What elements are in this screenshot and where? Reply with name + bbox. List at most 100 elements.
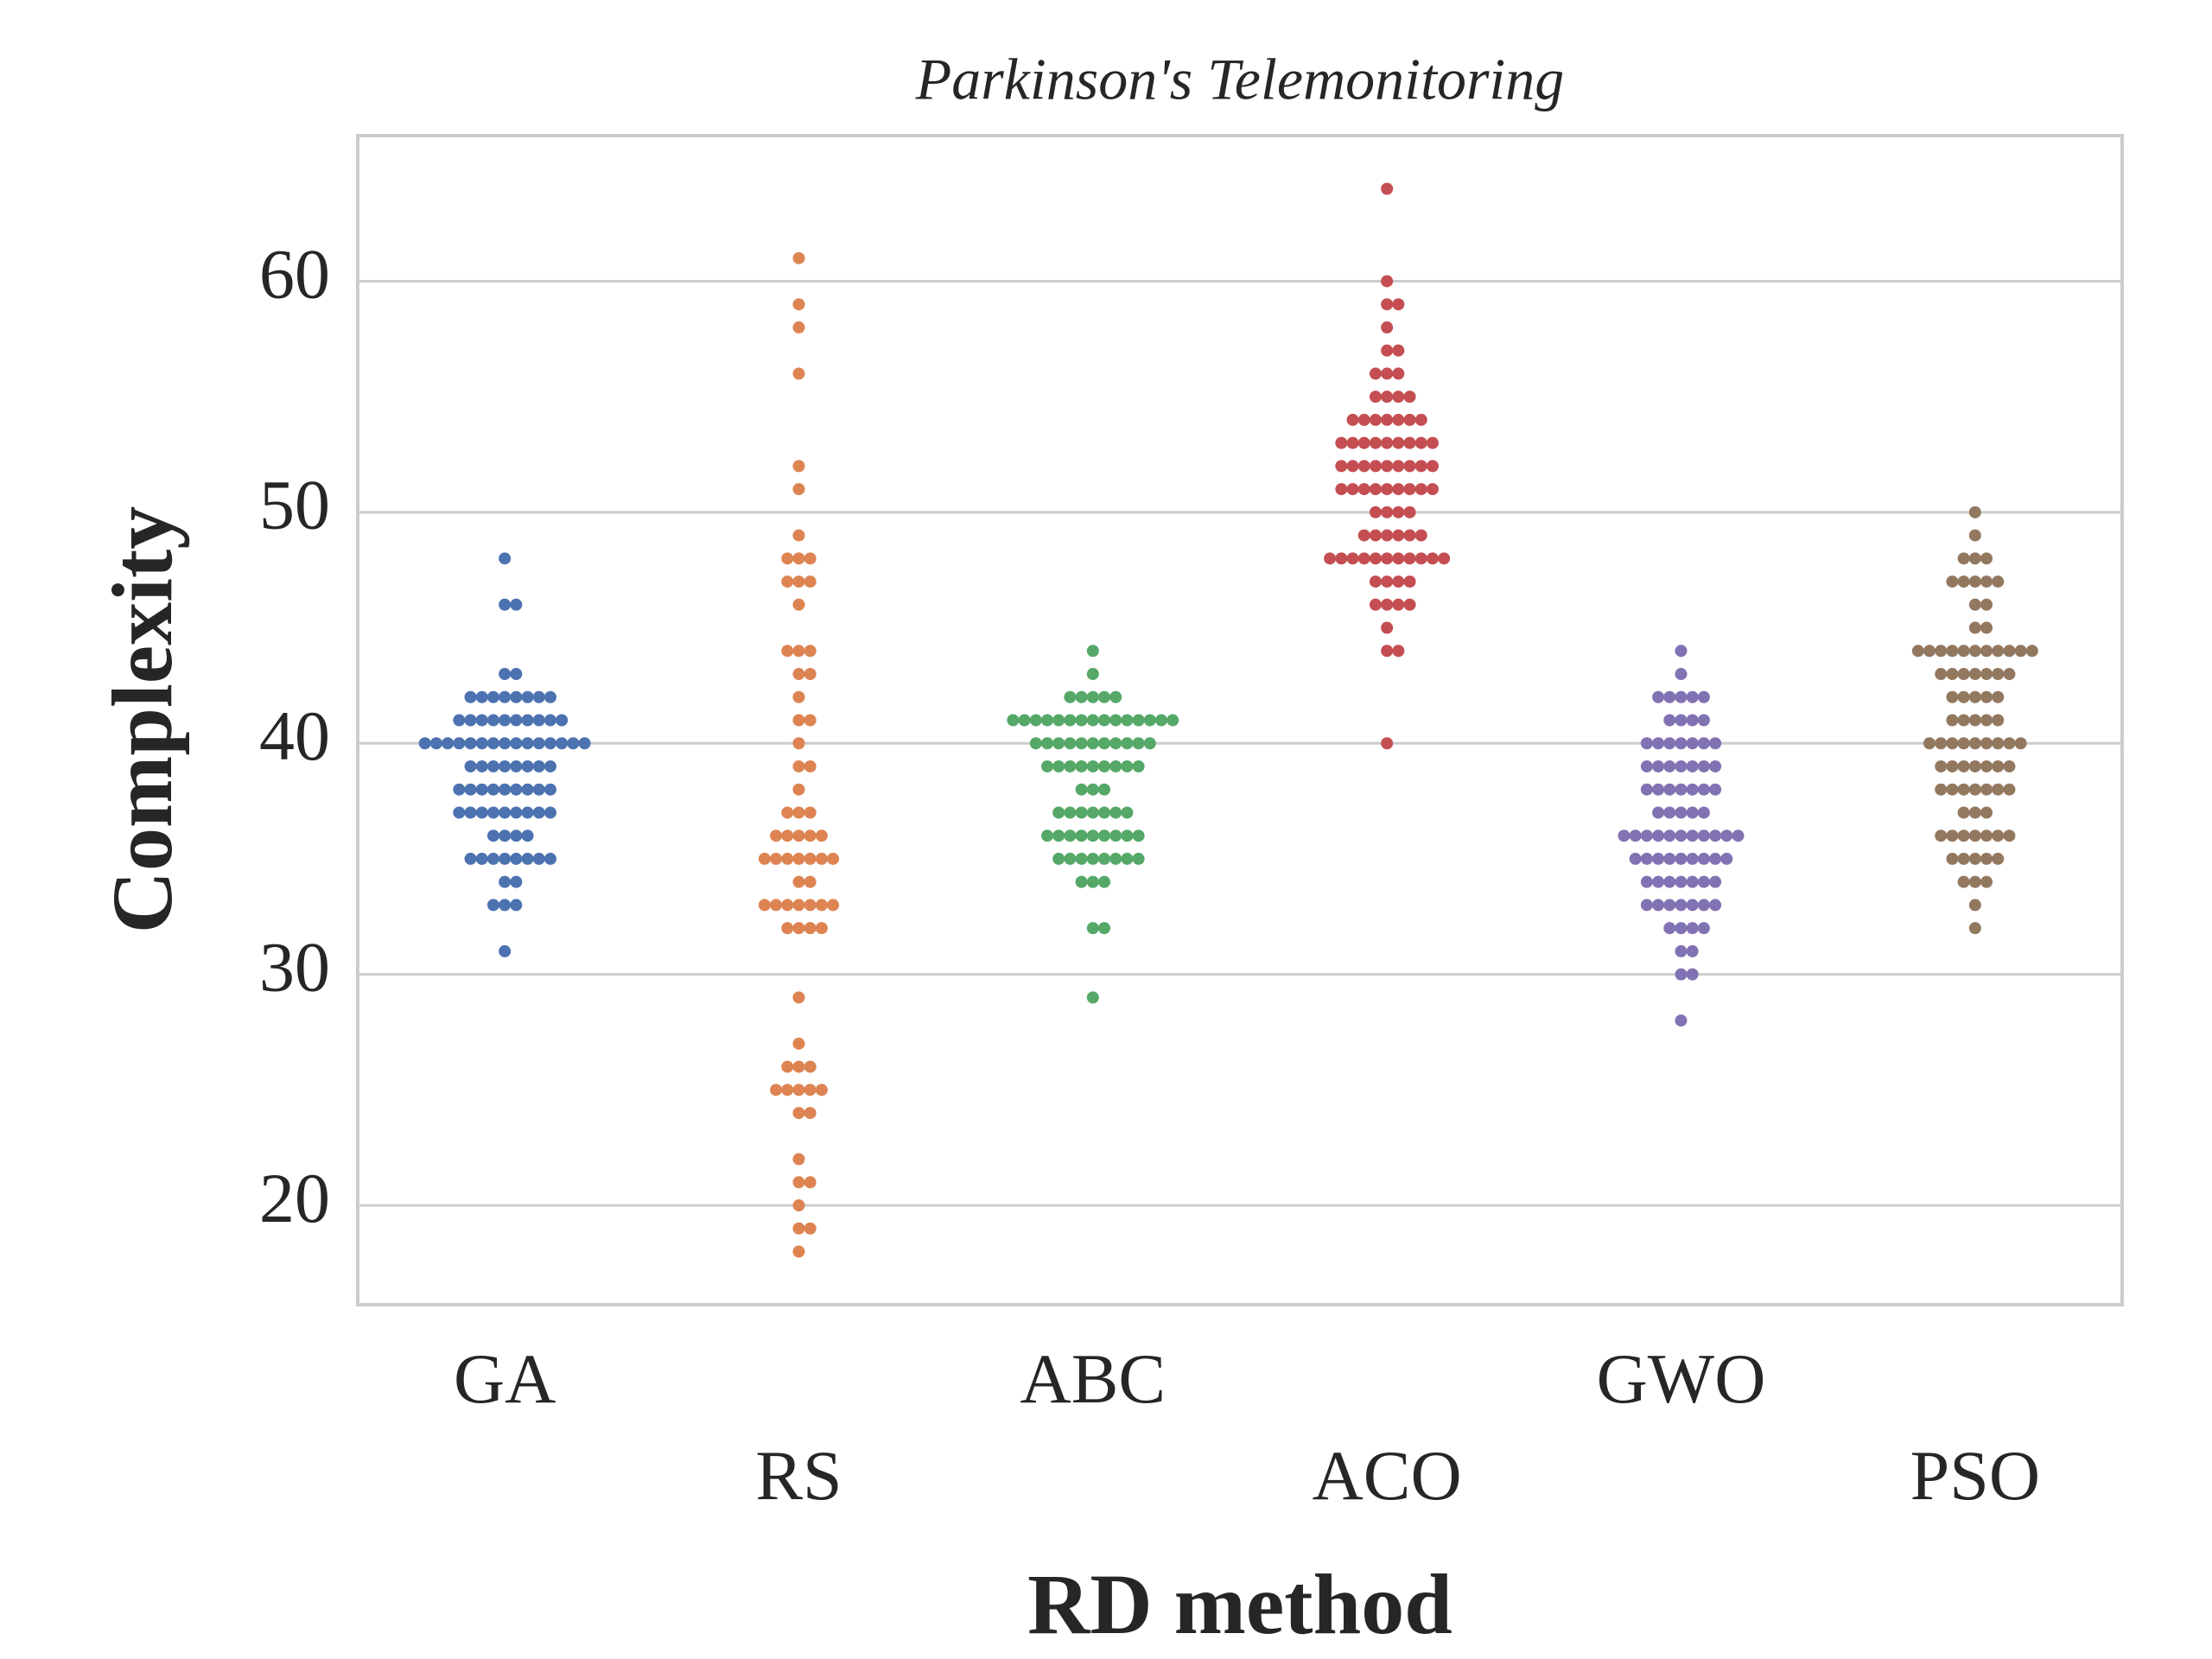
swarm-dot bbox=[1381, 367, 1394, 380]
x-tick-label: PSO bbox=[1910, 1436, 2040, 1515]
swarm-dot bbox=[1075, 830, 1088, 842]
swarm-dot bbox=[1381, 344, 1394, 357]
swarm-dot bbox=[804, 1060, 817, 1073]
swarm-dot bbox=[792, 806, 805, 819]
swarm-dot bbox=[1697, 783, 1710, 796]
x-tick-label: ACO bbox=[1313, 1436, 1462, 1515]
swarm-dot bbox=[1629, 852, 1642, 865]
swarm-dot bbox=[1980, 575, 1993, 588]
swarm-dot bbox=[1675, 922, 1688, 935]
swarm-dot bbox=[1957, 668, 1970, 681]
swarm-dot bbox=[1720, 852, 1733, 865]
swarm-dot bbox=[1663, 830, 1676, 842]
swarm-dot bbox=[1968, 668, 1981, 681]
swarm-dot bbox=[1121, 714, 1134, 727]
swarm-dot bbox=[1640, 830, 1653, 842]
swarm-dot bbox=[1935, 830, 1948, 842]
swarm-dot bbox=[1007, 714, 1020, 727]
swarm-dot bbox=[1697, 875, 1710, 888]
swarm-dot bbox=[792, 760, 805, 772]
swarm-dot bbox=[1392, 598, 1405, 611]
swarm-dot bbox=[521, 852, 534, 865]
swarm-dot bbox=[464, 760, 477, 772]
swarm-dot bbox=[1381, 391, 1394, 404]
swarm-dot bbox=[1392, 483, 1405, 496]
swarm-dot bbox=[1957, 714, 1970, 727]
swarm-dot bbox=[1686, 852, 1699, 865]
swarm-dot bbox=[1075, 783, 1088, 796]
swarm-dot bbox=[486, 852, 499, 865]
swarm-dot bbox=[567, 737, 580, 750]
swarm-dot bbox=[2025, 645, 2038, 658]
swarm-dot bbox=[1709, 830, 1722, 842]
swarm-dot bbox=[1369, 483, 1382, 496]
swarm-dot bbox=[758, 852, 771, 865]
swarm-dot bbox=[1155, 714, 1168, 727]
swarm-dot bbox=[1980, 737, 1993, 750]
swarm-dot bbox=[804, 575, 817, 588]
swarm-dot bbox=[1709, 899, 1722, 912]
swarm-dot bbox=[486, 760, 499, 772]
swarm-dot bbox=[1935, 668, 1948, 681]
swarm-dot bbox=[804, 830, 817, 842]
swarm-dot bbox=[1414, 483, 1427, 496]
swarm-dot bbox=[804, 922, 817, 935]
swarm-dot bbox=[1675, 645, 1688, 658]
swarm-dot bbox=[1414, 436, 1427, 449]
swarm-dot bbox=[543, 737, 556, 750]
swarm-dot bbox=[1403, 460, 1416, 473]
swarm-dot bbox=[815, 922, 828, 935]
swarm-dot bbox=[521, 830, 534, 842]
swarm-dot bbox=[510, 598, 523, 611]
swarm-dot bbox=[1392, 391, 1405, 404]
swarm-dot bbox=[1132, 830, 1145, 842]
swarm-dot bbox=[1086, 760, 1099, 772]
swarm-dot bbox=[453, 783, 466, 796]
swarm-dot bbox=[1086, 714, 1099, 727]
swarm-dot bbox=[1663, 922, 1676, 935]
swarm-dot bbox=[804, 899, 817, 912]
chart-title: Parkinson's Telemonitoring bbox=[915, 47, 1565, 112]
x-tick-label: GA bbox=[454, 1339, 556, 1418]
swarm-dot bbox=[804, 714, 817, 727]
swarm-dot bbox=[1675, 944, 1688, 957]
swarm-dot bbox=[1086, 737, 1099, 750]
swarm-dot bbox=[1675, 899, 1688, 912]
swarm-dot bbox=[486, 783, 499, 796]
swarm-dot bbox=[1426, 460, 1439, 473]
swarm-dot bbox=[2003, 760, 2016, 772]
swarm-dot bbox=[464, 690, 477, 703]
swarm-dot bbox=[770, 830, 783, 842]
swarm-dot bbox=[486, 737, 499, 750]
swarm-dot bbox=[1992, 737, 2005, 750]
swarm-dot bbox=[521, 737, 534, 750]
swarm-dot bbox=[556, 714, 569, 727]
x-tick-label: ABC bbox=[1020, 1339, 1166, 1418]
swarm-dot bbox=[1675, 968, 1688, 981]
swarm-dot bbox=[1075, 690, 1088, 703]
swarm-dot bbox=[475, 783, 488, 796]
swarm-dot bbox=[1143, 737, 1156, 750]
swarm-dot bbox=[1392, 529, 1405, 542]
swarm-dot bbox=[1652, 852, 1665, 865]
swarm-dot bbox=[1980, 714, 1993, 727]
swarm-dot bbox=[1392, 505, 1405, 518]
swarm-dot bbox=[1086, 875, 1099, 888]
swarm-dot bbox=[464, 714, 477, 727]
swarm-dot bbox=[1675, 1014, 1688, 1027]
swarm-dot bbox=[804, 1107, 817, 1120]
swarm-dot bbox=[1957, 690, 1970, 703]
swarm-dot bbox=[1697, 830, 1710, 842]
swarm-dot bbox=[1392, 436, 1405, 449]
swarm-dot bbox=[475, 690, 488, 703]
swarm-dot bbox=[1381, 505, 1394, 518]
swarm-dot bbox=[499, 690, 512, 703]
swarm-dot bbox=[1098, 714, 1111, 727]
swarm-dot bbox=[1086, 645, 1099, 658]
swarm-dot bbox=[1098, 852, 1111, 865]
swarm-dot bbox=[1709, 875, 1722, 888]
swarm-dot bbox=[1968, 830, 1981, 842]
swarm-dot bbox=[1640, 899, 1653, 912]
swarm-dot bbox=[1663, 899, 1676, 912]
